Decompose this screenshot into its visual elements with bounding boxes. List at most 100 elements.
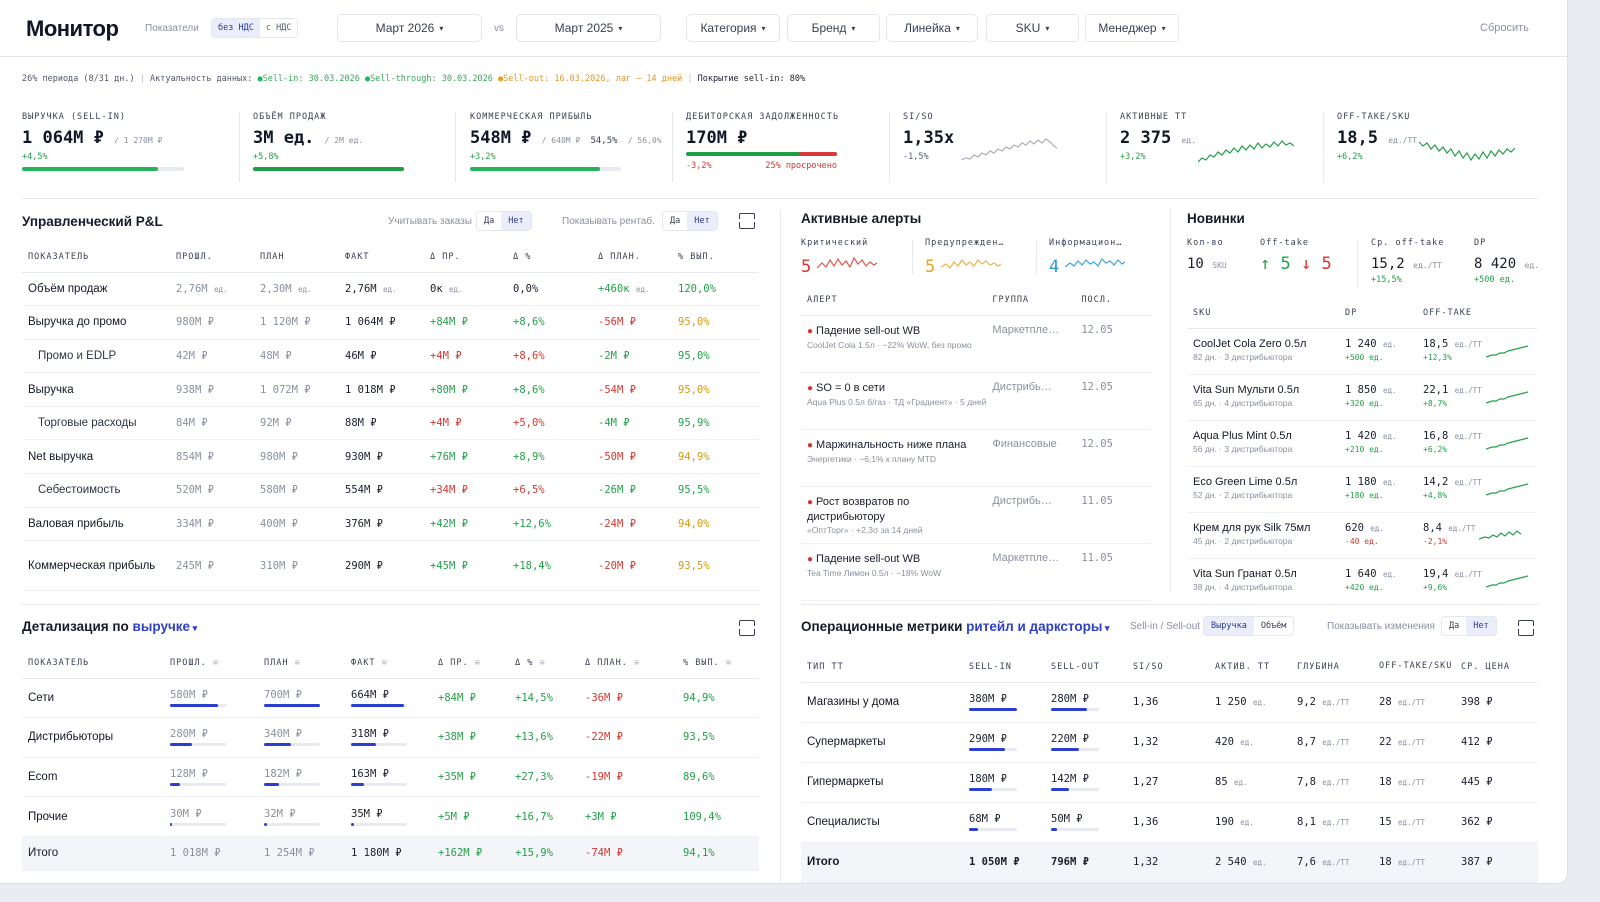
column-header[interactable]: % вып. bbox=[672, 242, 759, 273]
changes-no-option[interactable]: Нет bbox=[1466, 617, 1496, 635]
alert-row[interactable]: ● Рост возвратов по дистрибьютору «ОптТорг… bbox=[801, 486, 1151, 544]
table-row[interactable]: Себестоимость 520М ₽ 580М ₽ 554М ₽ +34М … bbox=[22, 473, 759, 508]
column-header[interactable]: Off-take bbox=[1417, 298, 1537, 329]
column-header[interactable]: Δ пр. ≡ bbox=[432, 648, 509, 679]
table-row[interactable]: Специалисты 68М ₽ 50М ₽ 1,36 190 ед. 8,1… bbox=[801, 802, 1538, 843]
line-filter[interactable]: Линейка ▾ bbox=[886, 14, 978, 42]
sku-filter[interactable]: SKU ▾ bbox=[986, 14, 1079, 42]
column-header[interactable]: Тип ТТ bbox=[801, 652, 963, 683]
table-row[interactable]: Дистрибьюторы 280М ₽ 340М ₽ 318М ₽ +38М … bbox=[22, 717, 759, 758]
manager-filter[interactable]: Менеджер ▾ bbox=[1085, 14, 1179, 42]
ops-revenue-option[interactable]: Выручка bbox=[1204, 617, 1254, 635]
novelty-row[interactable]: Vita Sun Мульти 0.5л 65 дн. · 4 дистрибью… bbox=[1187, 374, 1537, 421]
column-header[interactable]: Факт ≡ bbox=[345, 648, 432, 679]
changes-yes-option[interactable]: Да bbox=[1442, 617, 1467, 635]
chevron-down-icon[interactable]: ▾ bbox=[1102, 623, 1110, 633]
table-row[interactable]: Торговые расходы 84М ₽ 92М ₽ 88М ₽ +4М ₽… bbox=[22, 406, 759, 441]
column-header[interactable]: SI/SO bbox=[1127, 652, 1209, 683]
alert-row[interactable]: ● Падение sell-out WB CoolJet Cola 1.5л · … bbox=[801, 315, 1151, 373]
column-header[interactable]: SKU bbox=[1187, 298, 1339, 329]
alert-row[interactable]: ● Маржинальность ниже плана Энергетики · −… bbox=[801, 429, 1151, 487]
table-row[interactable]: Сети 580М ₽ 700М ₽ 664М ₽ +84М ₽ +14,5% … bbox=[22, 678, 759, 719]
kpi-revenue[interactable]: Выручка (Sell-in) 1 064М ₽ / 1 270М ₽ +4… bbox=[22, 112, 222, 171]
table-row[interactable]: Промо и EDLP 42М ₽ 48М ₽ 46М ₽ +4М ₽ +8,… bbox=[22, 339, 759, 374]
novelty-row[interactable]: CoolJet Cola Zero 0.5л 82 дн. · 3 дистриб… bbox=[1187, 328, 1537, 375]
table-row[interactable]: Ecom 128М ₽ 182М ₽ 163М ₽ +35М ₽ +27,3% … bbox=[22, 757, 759, 798]
column-header[interactable]: Глубина bbox=[1291, 652, 1373, 683]
table-row[interactable]: Net выручка 854М ₽ 980М ₽ 930М ₽ +76М ₽ … bbox=[22, 439, 759, 475]
period-dropdown[interactable]: Март 2026 ▾ bbox=[337, 14, 482, 42]
expand-icon[interactable] bbox=[737, 620, 757, 636]
kpi-volume[interactable]: Объём продаж 3М ед. / 2М ед. +5,8% bbox=[253, 112, 453, 171]
column-header[interactable]: Δ план. bbox=[592, 242, 672, 273]
reset-button[interactable]: Сбросить bbox=[1480, 22, 1529, 34]
kpi-active-outlets[interactable]: Активные ТТ 2 375 ед. +3,2% bbox=[1120, 112, 1320, 163]
ops-channel-dropdown[interactable]: ритейл и дарксторы bbox=[966, 619, 1103, 634]
alert-row[interactable]: ● SO = 0 в сети Aqua Plus 0.5л б/газ · ТД … bbox=[801, 372, 1151, 430]
column-header[interactable]: Δ план. ≡ bbox=[579, 648, 677, 679]
brand-filter[interactable]: Бренд ▾ bbox=[787, 14, 880, 42]
column-header[interactable]: % вып. ≡ bbox=[677, 648, 759, 679]
margin-yes-option[interactable]: Да bbox=[663, 212, 688, 230]
column-header[interactable]: План ≡ bbox=[258, 648, 345, 679]
vat-off-option[interactable]: без НДС bbox=[212, 19, 260, 37]
column-header[interactable]: Off-take/SKU bbox=[1373, 652, 1455, 683]
orders-no-option[interactable]: Нет bbox=[501, 212, 531, 230]
table-row[interactable]: Прочие 30М ₽ 32М ₽ 35М ₽ +5М ₽ +16,7% +3… bbox=[22, 796, 759, 837]
kpi-receivables[interactable]: Дебиторская задолженность 170М ₽ -3,2% 2… bbox=[686, 112, 886, 171]
margin-no-option[interactable]: Нет bbox=[687, 212, 717, 230]
table-row[interactable]: Супермаркеты 290М ₽ 220М ₽ 1,32 420 ед. … bbox=[801, 722, 1538, 763]
kpi-offtake-sku[interactable]: Off-take/SKU 18,5 ед./ТТ +6,2% bbox=[1337, 112, 1537, 162]
column-header[interactable]: Посл. bbox=[1075, 285, 1151, 316]
column-header[interactable]: Алерт bbox=[801, 285, 987, 316]
category-filter[interactable]: Категория ▾ bbox=[686, 14, 780, 42]
cell-plan: 700М ₽ bbox=[258, 678, 345, 719]
cell-plan: 980М ₽ bbox=[254, 439, 339, 475]
alerts-info[interactable]: Информацион… 4 bbox=[1049, 238, 1126, 277]
column-header[interactable]: Δ % ≡ bbox=[509, 648, 579, 679]
column-header[interactable]: Δ % bbox=[507, 242, 592, 273]
vat-on-option[interactable]: с НДС bbox=[259, 19, 298, 37]
column-header[interactable]: Прошл. ≡ bbox=[164, 648, 258, 679]
alerts-warning[interactable]: Предупрежден… 5 bbox=[925, 238, 1005, 277]
kpi-commercial-profit[interactable]: Коммерческая прибыль 548М ₽ / 640М ₽ 54,… bbox=[470, 112, 670, 171]
column-header[interactable]: Группа bbox=[986, 285, 1076, 316]
column-header[interactable]: Δ пр. bbox=[424, 242, 507, 273]
column-header[interactable]: Актив. ТТ bbox=[1209, 652, 1291, 683]
cell-completion: 109,4% bbox=[677, 796, 759, 837]
compare-period-dropdown[interactable]: Март 2025 ▾ bbox=[516, 14, 661, 42]
alerts-critical[interactable]: Критический 5 bbox=[801, 238, 878, 277]
ops-volume-option[interactable]: Объём bbox=[1253, 617, 1294, 635]
novelty-row[interactable]: Крем для рук Silk 75мл 45 дн. · 2 дистриб… bbox=[1187, 512, 1537, 559]
orders-yes-option[interactable]: Да bbox=[477, 212, 502, 230]
table-row[interactable]: Коммерческая прибыль 245М ₽ 310М ₽ 290М … bbox=[22, 540, 759, 592]
column-header[interactable]: Sell-out bbox=[1045, 652, 1127, 683]
column-header[interactable]: DP bbox=[1339, 298, 1417, 329]
table-row[interactable]: Магазины у дома 380М ₽ 280М ₽ 1,36 1 250… bbox=[801, 682, 1538, 723]
chevron-down-icon[interactable]: ▾ bbox=[190, 623, 198, 633]
actuality-label: Актуальность данных: bbox=[149, 74, 253, 84]
novelty-row[interactable]: Aqua Plus Mint 0.5л 56 дн. · 3 дистрибьют… bbox=[1187, 420, 1537, 467]
column-header[interactable]: Ср. цена bbox=[1455, 652, 1538, 683]
table-row[interactable]: Выручка до промо 980М ₽ 1 120М ₽ 1 064М … bbox=[22, 305, 759, 340]
column-header[interactable]: Показатель bbox=[22, 242, 170, 273]
sku-offtake: 19,4 ед./ТТ +9,6% bbox=[1417, 558, 1537, 605]
detail-metric-dropdown[interactable]: выручке bbox=[132, 619, 191, 634]
table-row[interactable]: Гипермаркеты 180М ₽ 142М ₽ 1,27 85 ед. 7… bbox=[801, 762, 1538, 803]
novelty-row[interactable]: Eco Green Lime 0.5л 52 дн. · 2 дистрибьют… bbox=[1187, 466, 1537, 513]
table-row[interactable]: Выручка 938М ₽ 1 072М ₽ 1 018М ₽ +80М ₽ … bbox=[22, 372, 759, 407]
alert-row[interactable]: ● Падение sell-out WB Tea Time Лимон 0.5л … bbox=[801, 543, 1151, 601]
table-row[interactable]: Валовая прибыль 334М ₽ 400М ₽ 376М ₽ +42… bbox=[22, 507, 759, 542]
table-row[interactable]: Объём продаж 2,76М ед. 2,30М ед. 2,76М е… bbox=[22, 272, 759, 307]
app-logo: Монитор bbox=[26, 16, 119, 41]
novelty-row[interactable]: Vita Sun Гранат 0.5л 38 дн. · 4 дистрибью… bbox=[1187, 558, 1537, 605]
column-header[interactable]: Факт bbox=[339, 242, 424, 273]
cell-fact: 930М ₽ bbox=[339, 439, 424, 475]
expand-icon[interactable] bbox=[737, 213, 757, 229]
column-header[interactable]: Показатель bbox=[22, 648, 164, 679]
column-header[interactable]: Прошл. bbox=[170, 242, 254, 273]
column-header[interactable]: Sell-in bbox=[963, 652, 1045, 683]
column-header[interactable]: План bbox=[254, 242, 339, 273]
kpi-si-so[interactable]: SI/SO 1,35x -1,5% bbox=[903, 112, 1103, 162]
expand-icon[interactable] bbox=[1516, 620, 1536, 636]
